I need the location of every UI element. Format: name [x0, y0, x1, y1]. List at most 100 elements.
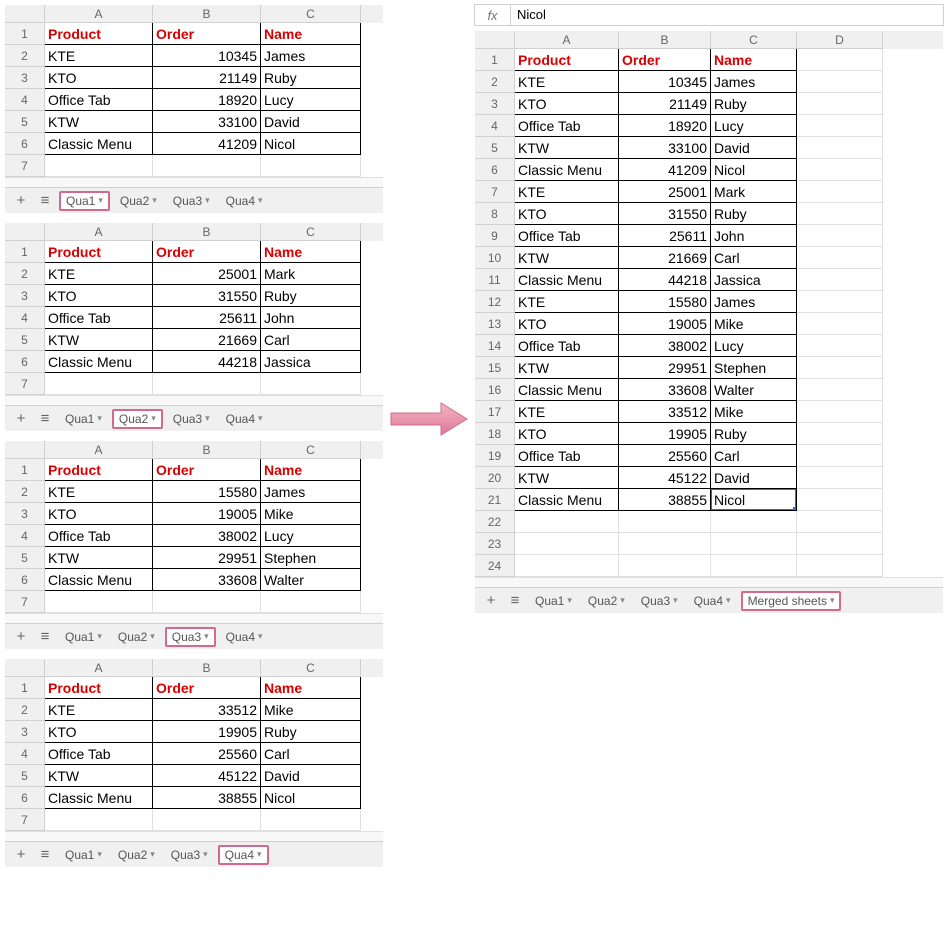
col-header-C[interactable]: C: [261, 441, 361, 459]
tab-Qua1[interactable]: Qua1▾: [529, 592, 578, 610]
cell[interactable]: 19905: [619, 423, 711, 445]
cell-header-order[interactable]: Order: [153, 241, 261, 263]
row-header[interactable]: 9: [475, 225, 515, 247]
cell[interactable]: David: [711, 467, 797, 489]
cell[interactable]: Jassica: [711, 269, 797, 291]
row-header[interactable]: 12: [475, 291, 515, 313]
cell[interactable]: 25560: [619, 445, 711, 467]
fx-value[interactable]: Nicol: [511, 4, 552, 26]
cell[interactable]: KTO: [515, 93, 619, 115]
cell[interactable]: Classic Menu: [45, 351, 153, 373]
row-header[interactable]: 22: [475, 511, 515, 533]
row-header[interactable]: 5: [5, 765, 45, 787]
row-header[interactable]: 19: [475, 445, 515, 467]
tab-Qua2[interactable]: Qua2▾: [114, 192, 163, 210]
cell[interactable]: Mike: [711, 401, 797, 423]
cell-empty[interactable]: [797, 71, 883, 93]
cell[interactable]: KTW: [515, 357, 619, 379]
col-header-A[interactable]: A: [45, 441, 153, 459]
cell[interactable]: Lucy: [711, 115, 797, 137]
row-header[interactable]: 3: [5, 67, 45, 89]
row-header[interactable]: 10: [475, 247, 515, 269]
cell[interactable]: 45122: [619, 467, 711, 489]
cell[interactable]: KTO: [45, 721, 153, 743]
row-header[interactable]: 2: [5, 481, 45, 503]
cell[interactable]: David: [261, 111, 361, 133]
cell[interactable]: Ruby: [711, 203, 797, 225]
cell-empty[interactable]: [619, 511, 711, 533]
cell[interactable]: 10345: [619, 71, 711, 93]
col-header-A[interactable]: A: [45, 5, 153, 23]
row-header[interactable]: 8: [475, 203, 515, 225]
row-header[interactable]: 15: [475, 357, 515, 379]
cell[interactable]: 38002: [619, 335, 711, 357]
tab-Qua4[interactable]: Qua4▾: [220, 192, 269, 210]
cell[interactable]: Office Tab: [515, 335, 619, 357]
cell[interactable]: KTE: [515, 181, 619, 203]
cell[interactable]: KTO: [515, 203, 619, 225]
cell[interactable]: Nicol: [261, 133, 361, 155]
cell[interactable]: 29951: [153, 547, 261, 569]
cell[interactable]: Office Tab: [515, 115, 619, 137]
cell[interactable]: 21149: [153, 67, 261, 89]
tab-Qua2[interactable]: Qua2▾: [112, 628, 161, 646]
row-header[interactable]: 7: [5, 373, 45, 395]
cell[interactable]: Carl: [261, 743, 361, 765]
cell[interactable]: Lucy: [261, 89, 361, 111]
cell-empty[interactable]: [711, 533, 797, 555]
cell-header-order[interactable]: Order: [619, 49, 711, 71]
cell[interactable]: KTW: [515, 137, 619, 159]
cell-header-product[interactable]: Product: [45, 23, 153, 45]
cell[interactable]: Office Tab: [45, 525, 153, 547]
cell-header-name[interactable]: Name: [261, 241, 361, 263]
row-header[interactable]: 5: [5, 111, 45, 133]
row-header[interactable]: 6: [5, 351, 45, 373]
cell[interactable]: 25611: [153, 307, 261, 329]
row-header[interactable]: 4: [5, 525, 45, 547]
cell[interactable]: 44218: [619, 269, 711, 291]
cell[interactable]: Mike: [261, 699, 361, 721]
cell[interactable]: Classic Menu: [45, 569, 153, 591]
col-header-B[interactable]: B: [153, 441, 261, 459]
col-header-D[interactable]: D: [797, 31, 883, 49]
cell[interactable]: Ruby: [261, 721, 361, 743]
cell-empty[interactable]: [153, 373, 261, 395]
cell[interactable]: 21669: [153, 329, 261, 351]
cell[interactable]: 25560: [153, 743, 261, 765]
cell-empty[interactable]: [797, 203, 883, 225]
row-header[interactable]: 2: [5, 263, 45, 285]
tab-Qua4[interactable]: Qua4▾: [688, 592, 737, 610]
row-header[interactable]: 6: [5, 787, 45, 809]
cell[interactable]: 31550: [153, 285, 261, 307]
cell[interactable]: Classic Menu: [515, 269, 619, 291]
add-sheet-button[interactable]: +: [11, 627, 31, 647]
cell[interactable]: KTW: [45, 547, 153, 569]
tab-Qua3[interactable]: Qua3▾: [635, 592, 684, 610]
cell-header-order[interactable]: Order: [153, 677, 261, 699]
cell-header-name[interactable]: Name: [261, 677, 361, 699]
cell-empty[interactable]: [797, 423, 883, 445]
cell-empty[interactable]: [619, 533, 711, 555]
tab-Qua4[interactable]: Qua4▾: [220, 628, 269, 646]
all-sheets-button[interactable]: ≡: [505, 591, 525, 611]
cell-empty[interactable]: [797, 357, 883, 379]
row-header[interactable]: 2: [5, 699, 45, 721]
cell[interactable]: KTE: [515, 71, 619, 93]
cell[interactable]: KTW: [45, 329, 153, 351]
cell[interactable]: Classic Menu: [515, 159, 619, 181]
cell[interactable]: David: [261, 765, 361, 787]
col-header-C[interactable]: C: [711, 31, 797, 49]
row-header[interactable]: 4: [5, 89, 45, 111]
cell[interactable]: KTW: [45, 765, 153, 787]
cell[interactable]: KTO: [45, 67, 153, 89]
row-header[interactable]: 1: [5, 459, 45, 481]
cell[interactable]: KTO: [515, 313, 619, 335]
cell[interactable]: 19005: [153, 503, 261, 525]
cell[interactable]: Nicol: [261, 787, 361, 809]
cell-empty[interactable]: [619, 555, 711, 577]
cell-empty[interactable]: [797, 247, 883, 269]
cell[interactable]: KTW: [515, 467, 619, 489]
cell[interactable]: 25001: [153, 263, 261, 285]
cell-empty[interactable]: [153, 155, 261, 177]
tab-Qua3[interactable]: Qua3▾: [167, 192, 216, 210]
